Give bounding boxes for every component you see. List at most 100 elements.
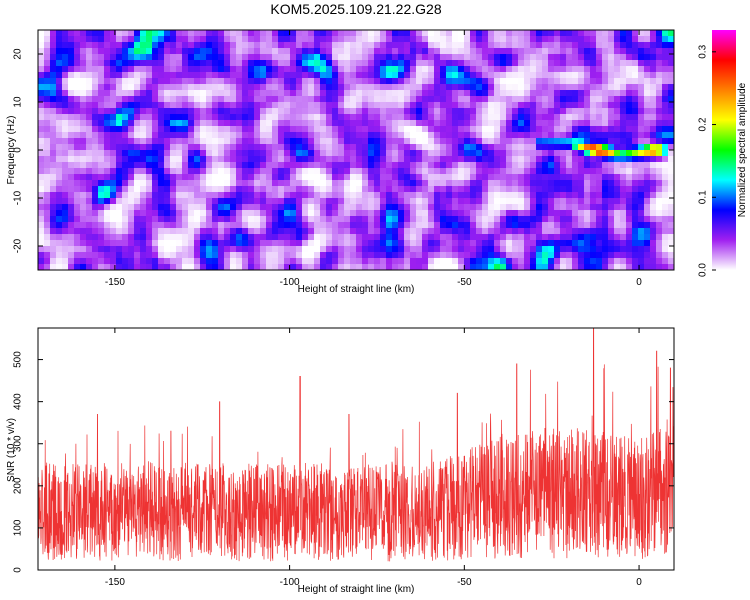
heatmap-cell bbox=[116, 162, 123, 169]
heatmap-cell bbox=[548, 216, 555, 223]
heatmap-cell bbox=[266, 234, 273, 241]
heatmap-cell bbox=[116, 252, 123, 259]
heatmap-cell bbox=[242, 138, 249, 145]
heatmap-cell bbox=[188, 48, 195, 55]
heatmap-cell bbox=[152, 246, 159, 253]
heatmap-cell bbox=[38, 84, 45, 91]
heatmap-cell bbox=[374, 180, 381, 187]
heatmap-cell bbox=[98, 198, 105, 205]
heatmap-cell bbox=[170, 240, 177, 247]
heatmap-cell bbox=[398, 240, 405, 247]
heatmap-cell bbox=[632, 36, 639, 43]
heatmap-cell bbox=[116, 90, 123, 97]
heatmap-cell bbox=[416, 252, 423, 259]
heatmap-cell bbox=[620, 228, 627, 235]
heatmap-cell bbox=[554, 186, 561, 193]
heatmap-cell bbox=[338, 252, 345, 259]
heatmap-cell bbox=[272, 48, 279, 55]
heatmap-cell bbox=[350, 114, 357, 121]
heatmap-cell bbox=[482, 36, 489, 43]
heatmap-cell bbox=[356, 246, 363, 253]
heatmap-cell bbox=[164, 132, 171, 139]
heatmap-cell bbox=[326, 180, 333, 187]
heatmap-cell bbox=[452, 222, 459, 229]
heatmap-cell bbox=[290, 138, 297, 145]
heatmap-cell bbox=[122, 48, 129, 55]
heatmap-cell bbox=[242, 48, 249, 55]
heatmap-cell bbox=[506, 36, 513, 43]
heatmap-cell bbox=[398, 174, 405, 181]
heatmap-cell bbox=[386, 66, 393, 73]
heatmap-cell bbox=[668, 186, 675, 193]
heatmap-cell bbox=[614, 78, 621, 85]
heatmap-cell bbox=[44, 216, 51, 223]
heatmap-cell bbox=[170, 264, 177, 271]
heatmap-cell bbox=[560, 252, 567, 259]
heatmap-cell bbox=[320, 42, 327, 49]
heatmap-cell bbox=[74, 96, 81, 103]
heatmap-cell bbox=[542, 36, 549, 43]
heatmap-cell bbox=[38, 192, 45, 199]
heatmap-cell bbox=[584, 180, 591, 187]
heatmap-cell bbox=[62, 126, 69, 133]
heatmap-cell bbox=[224, 132, 231, 139]
heatmap-cell bbox=[284, 258, 291, 265]
heatmap-cell bbox=[614, 30, 621, 37]
heatmap-cell bbox=[404, 222, 411, 229]
heatmap-cell bbox=[572, 204, 579, 211]
heatmap-cell bbox=[446, 174, 453, 181]
heatmap-cell bbox=[230, 60, 237, 67]
heatmap-cell bbox=[542, 168, 549, 175]
heatmap-cell bbox=[434, 48, 441, 55]
heatmap-cell bbox=[596, 204, 603, 211]
heatmap-cell bbox=[224, 180, 231, 187]
heatmap-cell bbox=[566, 120, 573, 127]
heatmap-cell bbox=[482, 90, 489, 97]
heatmap-cell bbox=[110, 168, 117, 175]
heatmap-cell bbox=[98, 66, 105, 73]
heatmap-cell bbox=[56, 192, 63, 199]
heatmap-cell bbox=[110, 138, 117, 145]
heatmap-cell bbox=[176, 252, 183, 259]
heatmap-cell bbox=[248, 144, 255, 151]
heatmap-cell bbox=[458, 156, 465, 163]
heatmap-cell bbox=[362, 72, 369, 79]
heatmap-cell bbox=[608, 66, 615, 73]
heatmap-cell bbox=[566, 264, 573, 271]
heatmap-cell bbox=[446, 102, 453, 109]
heatmap-cell bbox=[554, 156, 561, 163]
heatmap-cell bbox=[458, 36, 465, 43]
heatmap-cell bbox=[410, 30, 417, 37]
heatmap-cell bbox=[410, 180, 417, 187]
heatmap-cell bbox=[524, 132, 531, 139]
heatmap-cell bbox=[356, 96, 363, 103]
heatmap-cell bbox=[212, 114, 219, 121]
heatmap-cell bbox=[512, 36, 519, 43]
heatmap-cell bbox=[284, 246, 291, 253]
heatmap-cell bbox=[296, 156, 303, 163]
heatmap-cell bbox=[272, 120, 279, 127]
heatmap-cell bbox=[338, 228, 345, 235]
heatmap-cell bbox=[62, 42, 69, 49]
heatmap-cell bbox=[320, 48, 327, 55]
heatmap-cell bbox=[320, 174, 327, 181]
heatmap-cell bbox=[332, 48, 339, 55]
heatmap-cell bbox=[446, 216, 453, 223]
heatmap-cell bbox=[158, 48, 165, 55]
heatmap-cell bbox=[50, 42, 57, 49]
heatmap-cell bbox=[218, 102, 225, 109]
y-tick-label: 0 bbox=[13, 147, 24, 153]
heatmap-cell bbox=[242, 258, 249, 265]
heatmap-cell bbox=[584, 264, 591, 271]
heatmap-cell bbox=[518, 240, 525, 247]
heatmap-cell bbox=[92, 162, 99, 169]
heatmap-cell bbox=[608, 36, 615, 43]
heatmap-cell bbox=[452, 246, 459, 253]
heatmap-cell bbox=[632, 138, 639, 145]
heatmap-cell bbox=[662, 156, 669, 163]
heatmap-cell bbox=[356, 210, 363, 217]
heatmap-cell bbox=[212, 96, 219, 103]
heatmap-cell bbox=[560, 126, 567, 133]
heatmap-cell bbox=[608, 246, 615, 253]
heatmap-cell bbox=[494, 102, 501, 109]
